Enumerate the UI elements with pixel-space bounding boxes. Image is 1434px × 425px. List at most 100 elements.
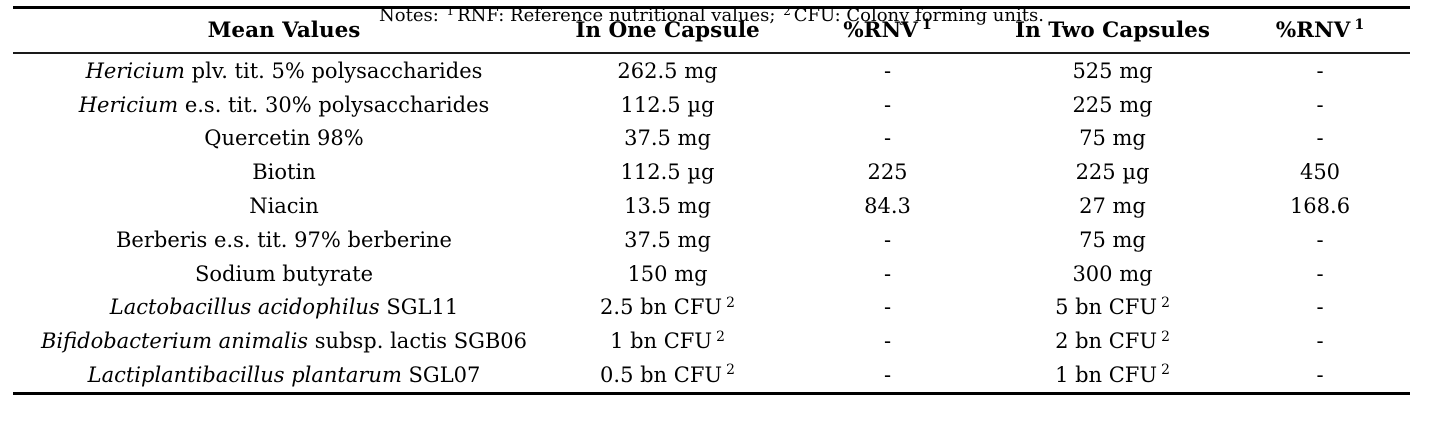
cell-mean-value: Sodium butyrate — [13, 257, 555, 291]
superscript-marker: 2 — [1161, 328, 1170, 345]
cell-value: 112.5 µg — [620, 92, 715, 117]
cell-two: 225 mg — [995, 88, 1230, 122]
cell-rnv-two: - — [1230, 257, 1410, 291]
nutrition-table: Mean Values In One Capsule %RNV 1 In Two Cap… — [13, 6, 1410, 395]
ingredient-name-text: subsp. lactis SGB06 — [308, 329, 528, 354]
cell-value: 75 mg — [1079, 126, 1146, 151]
table-row: Lactiplantibacillus plantarum SGL07 0.5 b… — [13, 358, 1410, 393]
cell-rnv-one: - — [780, 324, 995, 358]
column-header-label: In One Capsule — [575, 18, 760, 43]
superscript-marker: 1 — [446, 4, 455, 19]
cell-rnv-two: - — [1230, 291, 1410, 325]
cell-two: 300 mg — [995, 257, 1230, 291]
superscript-marker: 2 — [726, 294, 735, 311]
cell-mean-value: Lactobacillus acidophilus SGL11 — [13, 291, 555, 325]
cell-value: 225 mg — [1072, 92, 1153, 117]
cell-rnv-two: 168.6 — [1230, 189, 1410, 223]
cell-value: - — [883, 92, 892, 117]
cell-one: 112.5 µg — [555, 155, 780, 189]
table-row: Berberis e.s. tit. 97% berberine 37.5 mg -… — [13, 223, 1410, 257]
ingredient-name-text: Quercetin 98% — [204, 126, 364, 151]
cell-value: 112.5 µg — [620, 160, 715, 185]
cell-value: 0.5 bn CFU — [600, 363, 723, 388]
table-container: Mean Values In One Capsule %RNV 1 In Two Cap… — [13, 6, 1410, 395]
cell-rnv-one: - — [780, 358, 995, 393]
cell-rnv-two: - — [1230, 223, 1410, 257]
cell-value: - — [1316, 329, 1324, 354]
cell-mean-value: Biotin — [13, 155, 555, 189]
column-header-1: In One Capsule — [555, 7, 780, 54]
table-row: Hericium plv. tit. 5% polysaccharides 262… — [13, 53, 1410, 88]
column-header-label: %RNV — [843, 18, 918, 43]
table-body: Hericium plv. tit. 5% polysaccharides 262… — [13, 53, 1410, 393]
cell-value: 300 mg — [1072, 261, 1153, 286]
cell-value: 525 mg — [1072, 58, 1153, 83]
cell-value: - — [1316, 126, 1324, 151]
cell-value: - — [1316, 363, 1324, 388]
superscript-marker: 2 — [783, 4, 791, 19]
cell-value: 150 mg — [627, 261, 708, 286]
cell-value: - — [1316, 92, 1324, 117]
cell-value: 1 bn CFU — [1055, 363, 1158, 388]
cell-value: 5 bn CFU — [1055, 295, 1158, 320]
cell-value: - — [1316, 295, 1324, 320]
table-row: Niacin 13.5 mg 84.3 27 mg 168.6 — [13, 189, 1410, 223]
table-row: Sodium butyrate 150 mg - 300 mg - — [13, 257, 1410, 291]
cell-value: - — [1316, 261, 1324, 286]
cell-value: - — [883, 126, 892, 151]
cell-one: 2.5 bn CFU 2 — [555, 291, 780, 325]
cell-rnv-one: - — [780, 53, 995, 88]
cell-value: 450 — [1299, 160, 1341, 185]
table-row: Hericium e.s. tit. 30% polysaccharides 11… — [13, 88, 1410, 122]
cell-one: 112.5 µg — [555, 88, 780, 122]
superscript-marker: 2 — [726, 362, 735, 379]
column-header-label: In Two Capsules — [1015, 18, 1210, 43]
cell-one: 37.5 mg — [555, 223, 780, 257]
cell-two: 27 mg — [995, 189, 1230, 223]
cell-value: 2.5 bn CFU — [600, 295, 723, 320]
cell-one: 13.5 mg — [555, 189, 780, 223]
ingredient-name-text: e.s. tit. 30% polysaccharides — [178, 92, 490, 117]
ingredient-name-text: Biotin — [252, 160, 316, 185]
cell-value: - — [1316, 58, 1324, 83]
cell-two: 525 mg — [995, 53, 1230, 88]
cell-value: 262.5 mg — [617, 58, 718, 83]
cell-rnv-two: - — [1230, 324, 1410, 358]
cell-value: - — [883, 295, 892, 320]
ingredient-name-italic: Bifidobacterium animalis — [40, 329, 309, 354]
ingredient-name-text: Niacin — [249, 194, 319, 219]
cell-mean-value: Berberis e.s. tit. 97% berberine — [13, 223, 555, 257]
ingredient-name-text: SGL07 — [401, 363, 481, 388]
cell-mean-value: Hericium e.s. tit. 30% polysaccharides — [13, 88, 555, 122]
superscript-marker: 1 — [1354, 17, 1365, 34]
ingredient-name-italic: Hericium — [85, 58, 185, 83]
cell-rnv-two: - — [1230, 53, 1410, 88]
ingredient-name-text: plv. tit. 5% polysaccharides — [184, 58, 483, 83]
ingredient-name-text: SGL11 — [379, 295, 459, 320]
cell-rnv-one: 84.3 — [780, 189, 995, 223]
cell-value: - — [883, 363, 892, 388]
cell-value: - — [883, 329, 892, 354]
cell-rnv-two: 450 — [1230, 155, 1410, 189]
superscript-marker: 2 — [716, 328, 725, 345]
superscript-marker: 2 — [1161, 294, 1170, 311]
cell-rnv-one: - — [780, 291, 995, 325]
table-row: Lactobacillus acidophilus SGL11 2.5 bn CF… — [13, 291, 1410, 325]
cell-two: 75 mg — [995, 223, 1230, 257]
cell-rnv-two: - — [1230, 122, 1410, 156]
column-header-0: Mean Values — [13, 7, 555, 54]
ingredient-name-text: Sodium butyrate — [195, 261, 373, 286]
cell-mean-value: Lactiplantibacillus plantarum SGL07 — [13, 358, 555, 393]
column-header-2: %RNV 1 — [780, 7, 995, 54]
cell-value: 75 mg — [1079, 227, 1146, 252]
cell-rnv-one: - — [780, 223, 995, 257]
table-row: Bifidobacterium animalis subsp. lactis S… — [13, 324, 1410, 358]
column-header-4: %RNV 1 — [1230, 7, 1410, 54]
ingredient-name-text: Berberis e.s. tit. 97% berberine — [116, 227, 452, 252]
cell-value: 225 µg — [1075, 160, 1150, 185]
cell-rnv-two: - — [1230, 358, 1410, 393]
header-row: Mean Values In One Capsule %RNV 1 In Two Cap… — [13, 7, 1410, 54]
cell-value: 84.3 — [864, 194, 911, 219]
cell-value: - — [883, 227, 892, 252]
cell-one: 262.5 mg — [555, 53, 780, 88]
